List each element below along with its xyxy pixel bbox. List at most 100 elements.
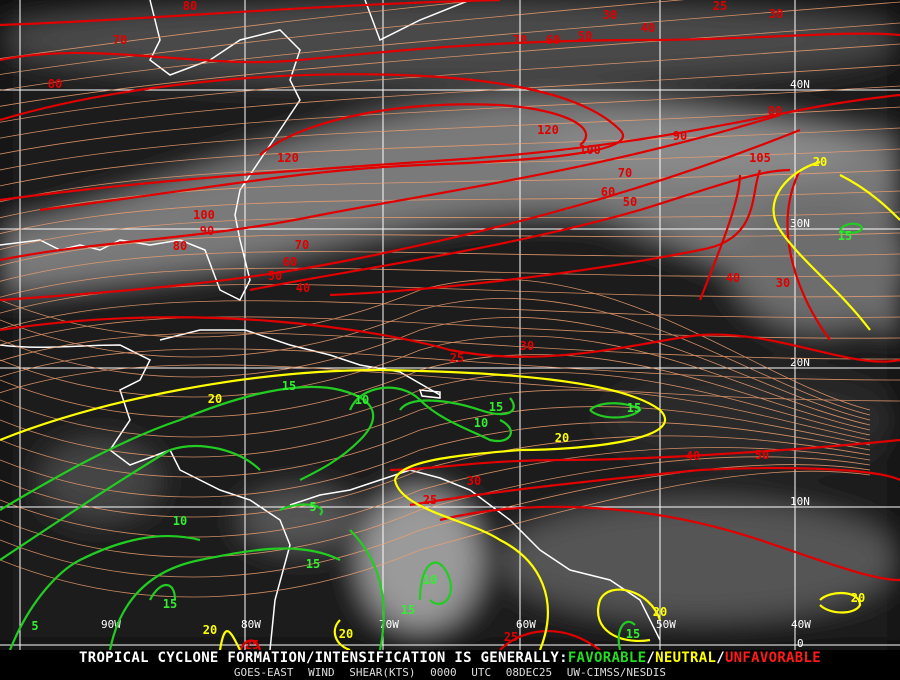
streamline bbox=[0, 211, 900, 250]
red-contour-label: 80 bbox=[48, 77, 62, 91]
streamline bbox=[0, 348, 900, 381]
longitude-label: 50W bbox=[656, 618, 676, 631]
streamline bbox=[0, 456, 871, 558]
red-contour-label: 25 bbox=[423, 493, 437, 507]
streamline bbox=[0, 300, 900, 330]
red-contour-label: 70 bbox=[618, 166, 632, 180]
red-contour-label: 100 bbox=[579, 143, 601, 157]
legend-footer: TROPICAL CYCLONE FORMATION/INTENSIFICATI… bbox=[0, 650, 900, 680]
yellow-contour-label: 20 bbox=[208, 392, 222, 406]
red-contour-label: 30 bbox=[603, 8, 617, 22]
yellow-contour-label: 20 bbox=[203, 623, 217, 637]
streamline bbox=[0, 332, 900, 362]
red-contour-label: 60 bbox=[601, 185, 615, 199]
green-contour-label: 10 bbox=[423, 573, 437, 587]
streamline bbox=[0, 470, 871, 598]
red-contour-label: 40 bbox=[641, 21, 655, 35]
legend-unfavorable: UNFAVORABLE bbox=[724, 650, 821, 666]
streamline bbox=[0, 316, 871, 421]
streamline bbox=[0, 389, 871, 458]
latitude-label: 20N bbox=[790, 356, 810, 369]
streamline bbox=[0, 190, 900, 235]
streamline bbox=[0, 335, 871, 426]
yellow-contour-label: 20 bbox=[339, 627, 353, 641]
green-contour-label: 15 bbox=[163, 597, 177, 611]
shear-contours bbox=[0, 0, 900, 650]
green-contour-label: 10 bbox=[355, 393, 369, 407]
streamline bbox=[0, 316, 900, 346]
red-contour-label: 50 bbox=[755, 448, 769, 462]
green-contour-label: 15 bbox=[489, 400, 503, 414]
streamline bbox=[0, 298, 871, 416]
streamline bbox=[0, 169, 900, 219]
neutral-contours bbox=[0, 160, 900, 650]
product-name: GOES-EAST WIND SHEAR(KTS) bbox=[233, 666, 416, 679]
longitude-label: 60W bbox=[516, 618, 536, 631]
yellow-contour-label: 20 bbox=[555, 431, 569, 445]
product-info: GOES-EAST WIND SHEAR(KTS) 0000 UTC 08DEC… bbox=[0, 666, 900, 679]
streamline bbox=[0, 43, 900, 123]
red-contour-label: 30 bbox=[776, 276, 790, 290]
green-contour-label: 15 bbox=[626, 627, 640, 641]
red-contour-label: 25 bbox=[245, 638, 259, 650]
red-contour-label: 30 bbox=[520, 339, 534, 353]
red-contour-label: 50 bbox=[268, 269, 282, 283]
red-contour-label: 90 bbox=[200, 224, 214, 238]
streamline bbox=[0, 435, 871, 518]
legend-prefix: TROPICAL CYCLONE FORMATION/INTENSIFICATI… bbox=[79, 650, 568, 666]
streamline bbox=[0, 447, 871, 538]
streamline bbox=[0, 421, 871, 498]
red-contour-label: 25 bbox=[450, 351, 464, 365]
streamline bbox=[0, 267, 900, 298]
longitude-label: 80W bbox=[241, 618, 261, 631]
legend-favorable: FAVORABLE bbox=[567, 650, 647, 666]
red-contour-label: 40 bbox=[726, 271, 740, 285]
favorability-legend: TROPICAL CYCLONE FORMATION/INTENSIFICATI… bbox=[0, 650, 900, 666]
red-contour-label: 70 bbox=[513, 33, 527, 47]
latitude-label: 0 bbox=[797, 637, 804, 650]
streamline bbox=[0, 232, 900, 266]
red-contour-label: 120 bbox=[277, 151, 299, 165]
green-contour-label: 15 bbox=[306, 557, 320, 571]
red-contour-label: 30 bbox=[467, 474, 481, 488]
latitude-label: 10N bbox=[790, 495, 810, 508]
red-contour-label: 80 bbox=[173, 239, 187, 253]
red-contour-label: 60 bbox=[283, 255, 297, 269]
favorable-contours bbox=[0, 222, 864, 650]
yellow-contour-label: 20 bbox=[653, 605, 667, 619]
streamline bbox=[0, 0, 685, 75]
longitude-label: 40W bbox=[791, 618, 811, 631]
green-contour-label: 10 bbox=[173, 514, 187, 528]
green-contour-label: 15 bbox=[282, 379, 296, 393]
legend-separator: / bbox=[646, 650, 656, 666]
red-contour-label: 30 bbox=[769, 7, 783, 21]
green-contour-label: 5 bbox=[309, 500, 316, 514]
streamline bbox=[0, 127, 900, 187]
streamline bbox=[0, 464, 871, 578]
latitude-label: 30N bbox=[790, 217, 810, 230]
latitude-label: 40N bbox=[790, 78, 810, 91]
red-contour-label: 70 bbox=[295, 238, 309, 252]
valid-date: 08DEC25 bbox=[505, 666, 553, 679]
data-source: UW-CIMSS/NESDIS bbox=[566, 666, 667, 679]
streamline bbox=[0, 106, 900, 171]
red-contour-label: 50 bbox=[623, 195, 637, 209]
streamline bbox=[0, 406, 871, 478]
streamline bbox=[0, 284, 900, 314]
legend-separator: / bbox=[716, 650, 725, 666]
green-contour-label: 15 bbox=[838, 229, 852, 243]
wind-streamlines bbox=[0, 0, 900, 598]
red-contour-label: 40 bbox=[296, 281, 310, 295]
green-contour-label: 10 bbox=[474, 416, 488, 430]
streamline bbox=[0, 64, 900, 139]
legend-neutral: NEUTRAL bbox=[655, 650, 717, 666]
green-contour-label: 5 bbox=[31, 619, 38, 633]
red-contour-label: 50 bbox=[578, 29, 592, 43]
red-contour-label: 60 bbox=[546, 33, 560, 47]
valid-time: 0000 UTC bbox=[430, 666, 492, 679]
unfavorable-contours bbox=[0, 0, 900, 650]
green-contour-label: 15 bbox=[401, 603, 415, 617]
